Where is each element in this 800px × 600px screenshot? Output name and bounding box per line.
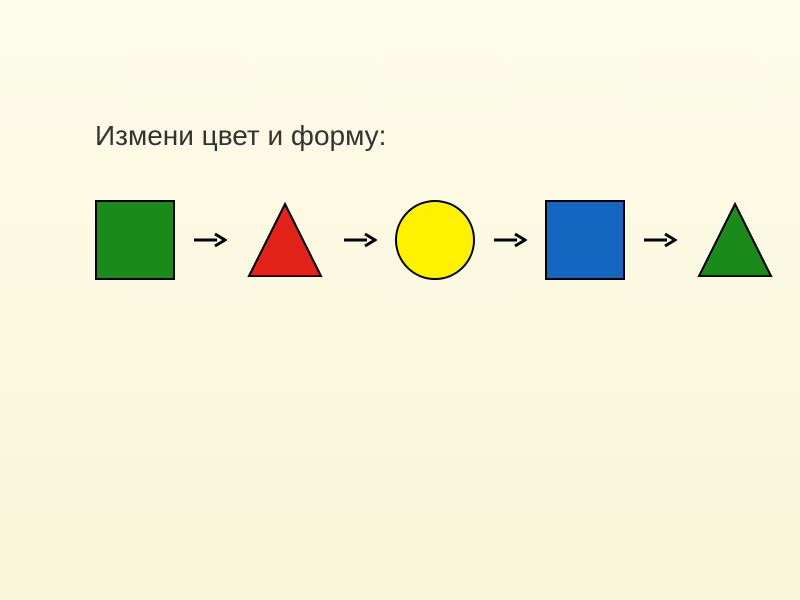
arrow-icon <box>643 230 677 250</box>
page-title: Измени цвет и форму: <box>95 120 386 152</box>
arrow-4 <box>643 230 677 250</box>
arrow-icon <box>343 230 377 250</box>
shape-5-triangle <box>695 200 775 280</box>
circle-icon <box>395 200 475 280</box>
shape-2-triangle <box>245 200 325 280</box>
square-icon <box>95 200 175 280</box>
arrow-icon <box>193 230 227 250</box>
arrow-1 <box>193 230 227 250</box>
arrow-3 <box>493 230 527 250</box>
square-icon <box>545 200 625 280</box>
arrow-icon <box>493 230 527 250</box>
triangle-icon <box>695 200 775 280</box>
shape-1-square <box>95 200 175 280</box>
shape-3-circle <box>395 200 475 280</box>
arrow-2 <box>343 230 377 250</box>
triangle-icon <box>245 200 325 280</box>
shapes-row <box>95 200 775 280</box>
shape-4-square <box>545 200 625 280</box>
